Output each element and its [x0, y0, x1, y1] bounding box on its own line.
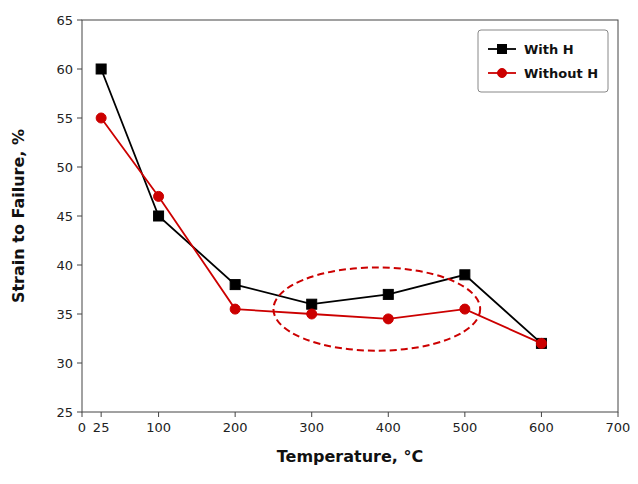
x-tick-label: 300	[299, 420, 324, 435]
y-tick-label: 65	[56, 13, 73, 28]
series-marker	[230, 304, 240, 314]
y-tick-label: 60	[56, 62, 73, 77]
legend-label: With H	[524, 42, 574, 57]
series-marker	[536, 338, 546, 348]
legend-marker	[498, 45, 507, 54]
y-tick	[77, 20, 82, 21]
series-marker	[383, 314, 393, 324]
series-marker	[460, 304, 470, 314]
series-marker	[307, 299, 317, 309]
x-tick-label: 700	[606, 420, 631, 435]
legend: With H Without H	[478, 30, 608, 92]
x-tick-label: 400	[376, 420, 401, 435]
legend-marker	[498, 69, 507, 78]
y-tick-label: 25	[56, 405, 73, 420]
series-marker	[96, 113, 106, 123]
x-tick-label: 25	[93, 420, 110, 435]
x-tick	[82, 412, 83, 417]
y-tick	[77, 265, 82, 266]
series-line	[101, 69, 541, 343]
y-tick	[77, 314, 82, 315]
x-tick-label: 0	[78, 420, 86, 435]
series-marker	[383, 289, 393, 299]
series-marker	[96, 64, 106, 74]
series-marker	[154, 211, 164, 221]
y-tick-label: 50	[56, 160, 73, 175]
x-tick	[388, 412, 389, 417]
y-tick	[77, 167, 82, 168]
series-line	[101, 118, 541, 343]
y-axis-label: Strain to Failure, %	[9, 129, 28, 303]
y-tick-label: 45	[56, 209, 73, 224]
y-tick-label: 55	[56, 111, 73, 126]
y-tick	[77, 69, 82, 70]
y-tick-label: 35	[56, 307, 73, 322]
x-tick-label: 600	[529, 420, 554, 435]
x-tick	[541, 412, 542, 417]
ellipse-annotation	[273, 267, 480, 350]
x-tick	[158, 412, 159, 417]
x-tick	[101, 412, 102, 417]
x-axis-label: Temperature, °C	[277, 447, 423, 466]
x-tick	[464, 412, 465, 417]
y-tick	[77, 363, 82, 364]
x-tick-label: 200	[223, 420, 248, 435]
legend-label: Without H	[524, 66, 598, 81]
legend-box	[478, 30, 608, 92]
plot-frame	[82, 20, 618, 412]
x-tick	[311, 412, 312, 417]
series-marker	[230, 280, 240, 290]
series-marker	[307, 309, 317, 319]
x-tick-label: 100	[146, 420, 171, 435]
series-marker	[154, 191, 164, 201]
y-tick-label: 40	[56, 258, 73, 273]
y-tick-label: 30	[56, 356, 73, 371]
y-tick	[77, 412, 82, 413]
series-marker	[460, 270, 470, 280]
data-group	[96, 64, 546, 351]
y-tick	[77, 216, 82, 217]
x-tick	[235, 412, 236, 417]
series-marker	[536, 338, 546, 348]
x-tick	[618, 412, 619, 417]
y-tick	[77, 118, 82, 119]
chart: 0 25 100 200 300 400 500 600 700 25 30 35 40 45 50 55 60…	[0, 0, 638, 484]
x-tick-label: 500	[452, 420, 477, 435]
